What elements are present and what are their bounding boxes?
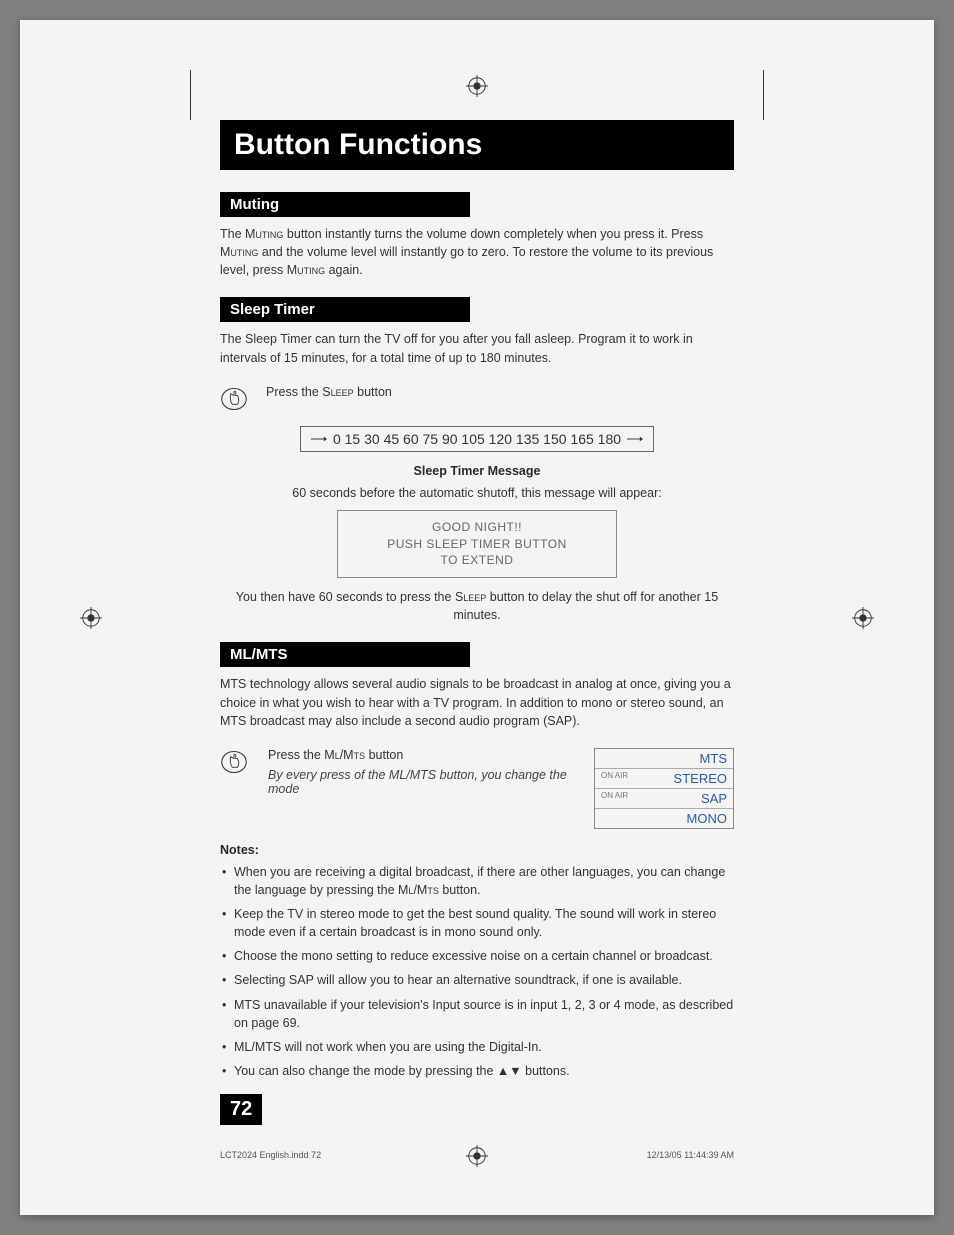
txt: Press the M <box>268 748 335 762</box>
txt: again. <box>325 263 363 277</box>
page-title: Button Functions <box>220 120 734 170</box>
list-item: Selecting SAP will allow you to hear an … <box>220 971 734 989</box>
section-heading-mlmts: ML/MTS <box>220 642 470 667</box>
txt: Selecting SAP will allow you to hear an … <box>234 973 682 987</box>
txt: Press the <box>266 385 322 399</box>
txt-sc: TS <box>420 768 436 782</box>
goodnight-line: TO EXTEND <box>368 552 586 569</box>
sleep-outro: You then have 60 seconds to press the Sl… <box>220 588 734 624</box>
list-item: ML/MTS will not work when you are using … <box>220 1038 734 1056</box>
sleep-sequence-box: 0 15 30 45 60 75 90 105 120 135 150 165 … <box>300 426 654 452</box>
section-heading-sleep: Sleep Timer <box>220 297 470 322</box>
notes-list: When you are receiving a digital broadca… <box>220 863 734 1080</box>
txt: Keep the TV in stereo mode to get the be… <box>234 907 716 939</box>
arrow-right-icon <box>311 434 327 444</box>
txt: button <box>365 748 403 762</box>
sleep-msg-title: Sleep Timer Message <box>220 464 734 478</box>
mlmts-row: Press the Ml/Mts button By every press o… <box>220 748 734 829</box>
mlmts-press: Press the Ml/Mts button <box>268 748 574 762</box>
crop-mark <box>763 70 764 120</box>
txt-sc: Sleep <box>322 385 353 399</box>
txt: /M <box>413 883 427 897</box>
cell: STEREO <box>674 771 727 786</box>
table-row: MONO <box>595 808 733 828</box>
txt: You can also change the mode by pressing… <box>234 1064 570 1078</box>
cell: ON AIR <box>601 791 628 806</box>
mlmts-cycle: By every press of the ML/MTS button, you… <box>268 768 574 796</box>
sleep-intro: The Sleep Timer can turn the TV off for … <box>220 330 734 366</box>
txt: button. <box>439 883 481 897</box>
table-row: MTS <box>595 749 733 768</box>
notes-heading: Notes: <box>220 843 734 857</box>
cell: MONO <box>687 811 727 826</box>
txt-sc: Muting <box>287 263 325 277</box>
goodnight-line: GOOD NIGHT!! <box>368 519 586 536</box>
table-row: ON AIR SAP <box>595 788 733 808</box>
crop-mark <box>190 70 191 120</box>
sleep-msg-intro: 60 seconds before the automatic shutoff,… <box>220 484 734 502</box>
mlmts-intro: MTS technology allows several audio sign… <box>220 675 734 729</box>
txt: MTS unavailable if your television's Inp… <box>234 998 733 1030</box>
registration-mark-icon <box>80 607 102 629</box>
txt: The <box>220 227 245 241</box>
list-item: MTS unavailable if your television's Inp… <box>220 996 734 1032</box>
page-number: 72 <box>220 1094 262 1125</box>
txt: button instantly turns the volume down c… <box>283 227 703 241</box>
registration-mark-icon <box>466 75 488 97</box>
goodnight-box: GOOD NIGHT!! PUSH SLEEP TIMER BUTTON TO … <box>337 510 617 578</box>
txt-sc: Muting <box>220 245 258 259</box>
press-hand-icon <box>220 748 248 781</box>
txt: /M <box>406 768 420 782</box>
sleep-press-row: Press the Sleep button <box>220 385 734 418</box>
txt: button <box>354 385 392 399</box>
footer-filename: LCT2024 English.indd 72 <box>220 1150 321 1160</box>
sequence-values: 0 15 30 45 60 75 90 105 120 135 150 165 … <box>333 431 621 447</box>
txt: Choose the mono setting to reduce excess… <box>234 949 713 963</box>
manual-page: Button Functions Muting The Muting butto… <box>20 20 934 1215</box>
mlmts-instructions: Press the Ml/Mts button By every press o… <box>268 748 574 796</box>
registration-mark-icon <box>466 1145 488 1167</box>
cell: SAP <box>701 791 727 806</box>
txt: By every press of the M <box>268 768 399 782</box>
press-hand-icon <box>220 385 248 418</box>
goodnight-line: PUSH SLEEP TIMER BUTTON <box>368 536 586 553</box>
txt-sc: Muting <box>245 227 283 241</box>
mts-osd-table: MTS ON AIR STEREO ON AIR SAP MONO <box>594 748 734 829</box>
list-item: Keep the TV in stereo mode to get the be… <box>220 905 734 941</box>
section-heading-muting: Muting <box>220 192 470 217</box>
table-row: ON AIR STEREO <box>595 768 733 788</box>
muting-body: The Muting button instantly turns the vo… <box>220 225 734 279</box>
cell: ON AIR <box>601 771 628 786</box>
sleep-press-text: Press the Sleep button <box>266 385 734 399</box>
content-area: Button Functions Muting The Muting butto… <box>20 120 934 1080</box>
txt: You then have 60 seconds to press the <box>236 590 455 604</box>
txt-sc: Sleep <box>455 590 486 604</box>
txt-sc: ts <box>354 748 366 762</box>
arrow-right-icon <box>627 434 643 444</box>
txt: ML/MTS will not work when you are using … <box>234 1040 542 1054</box>
list-item: Choose the mono setting to reduce excess… <box>220 947 734 965</box>
cell: MTS <box>700 751 727 766</box>
footer-timestamp: 12/13/05 11:44:39 AM <box>647 1150 734 1160</box>
txt: button to delay the shut off for another… <box>453 590 718 622</box>
txt: /M <box>340 748 354 762</box>
list-item: You can also change the mode by pressing… <box>220 1062 734 1080</box>
registration-mark-icon <box>852 607 874 629</box>
list-item: When you are receiving a digital broadca… <box>220 863 734 899</box>
txt-sc: ts <box>427 883 439 897</box>
